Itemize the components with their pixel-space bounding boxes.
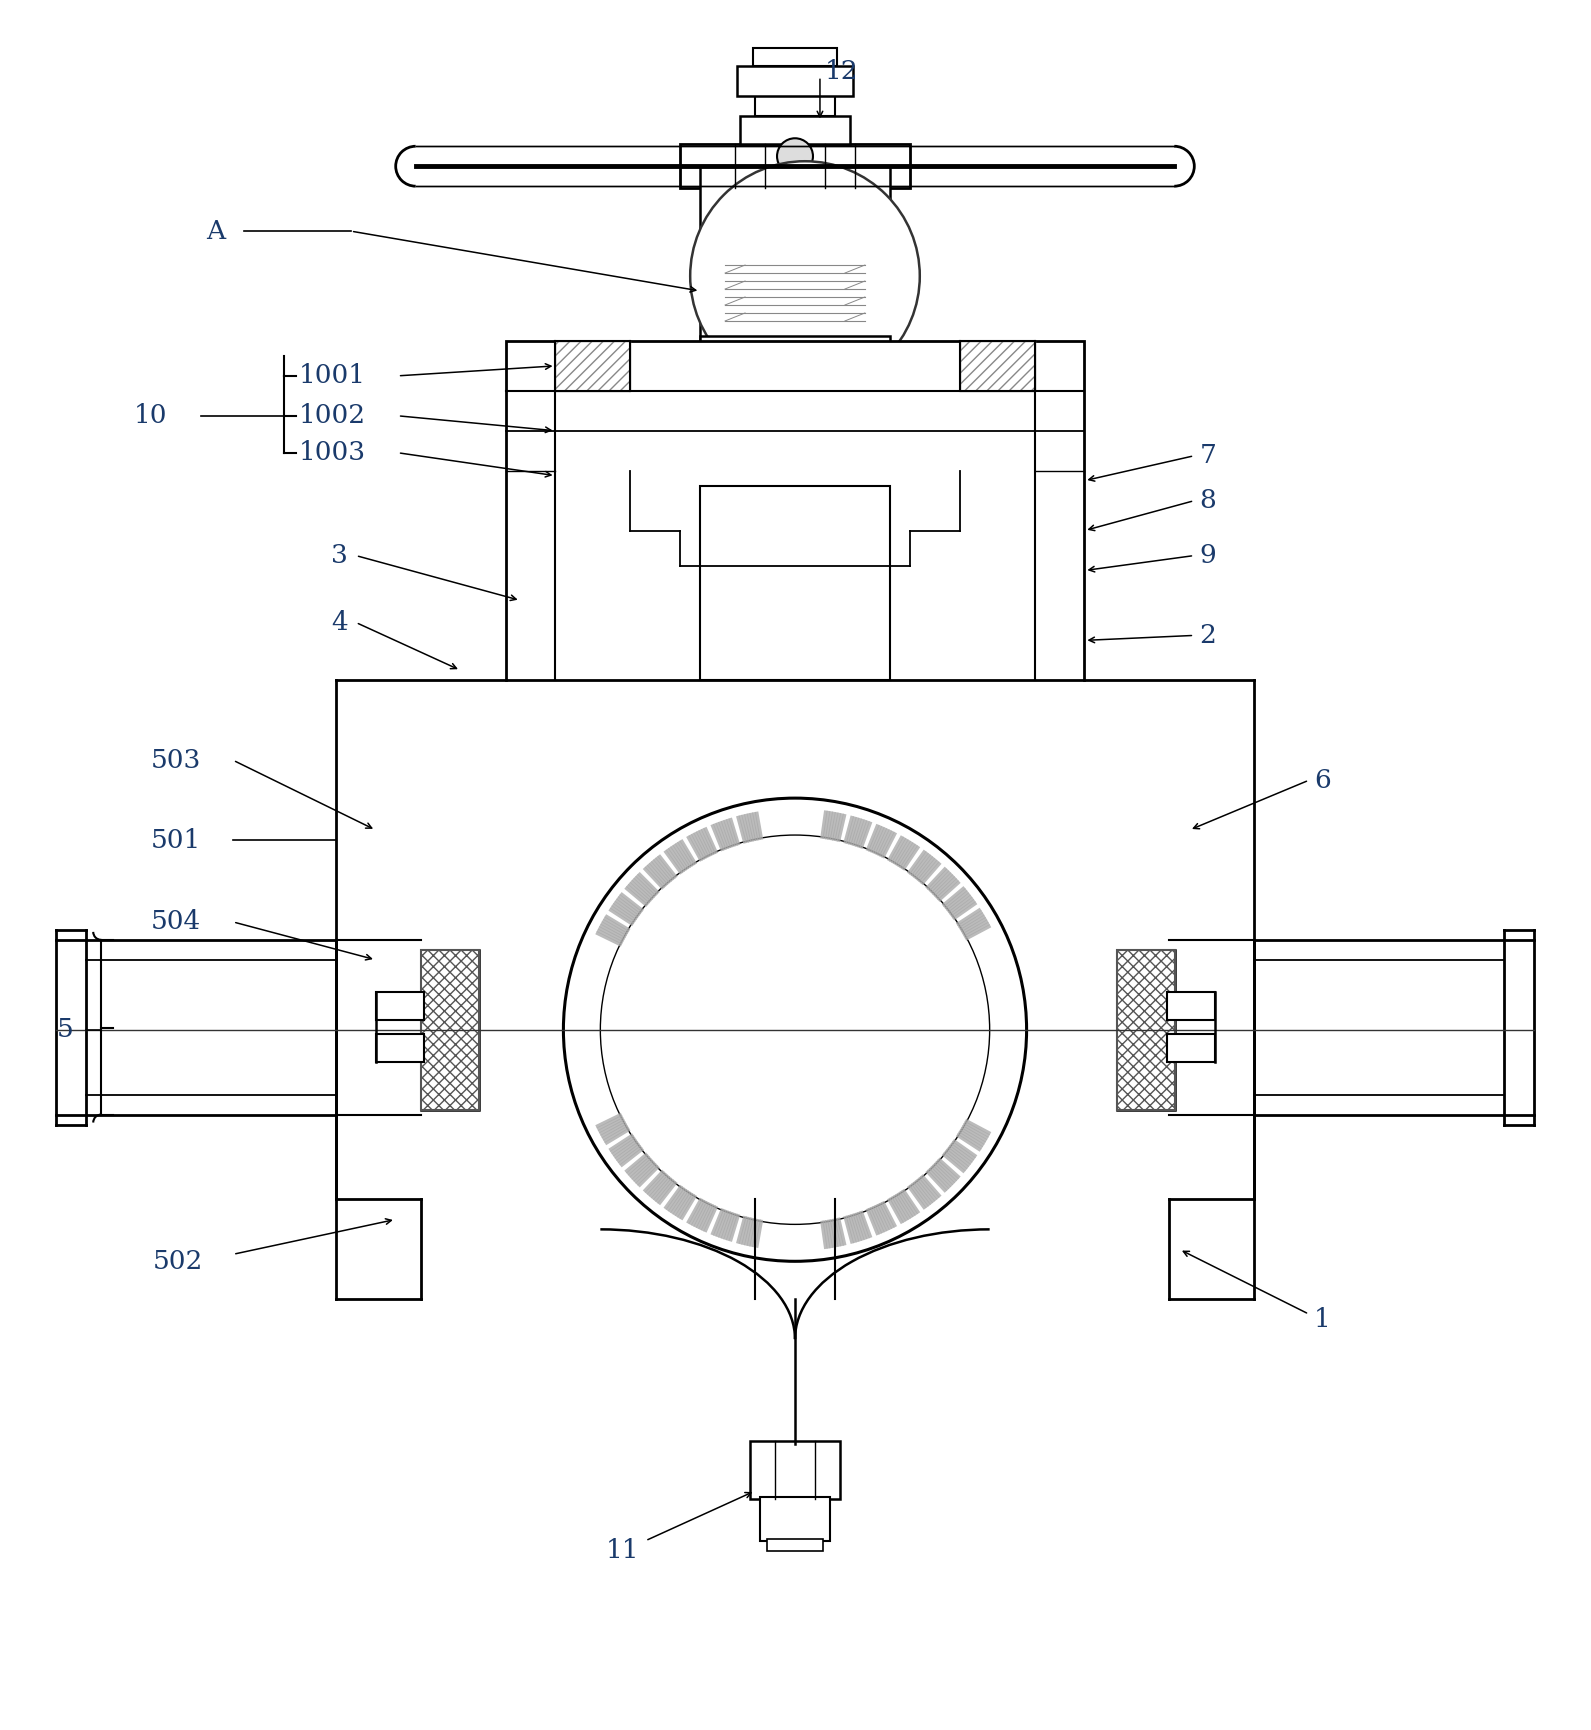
Bar [420,950,479,1109]
Bar [420,950,479,1109]
Text: 11: 11 [605,1538,640,1564]
Circle shape [638,872,953,1187]
Text: 2: 2 [1200,623,1216,649]
Text: 12: 12 [826,59,859,83]
Circle shape [600,836,990,1225]
Text: 1003: 1003 [299,439,366,465]
Bar [1117,950,1176,1109]
Bar [1168,1035,1216,1062]
Circle shape [776,138,813,175]
Text: 4: 4 [331,611,347,635]
Bar [375,1035,423,1062]
Text: 501: 501 [151,827,202,853]
Bar [1117,950,1176,1109]
Text: 1002: 1002 [299,403,366,429]
Bar [555,341,630,391]
Bar [1168,991,1216,1019]
Bar [375,991,423,1019]
Bar [740,116,850,144]
Text: 502: 502 [153,1249,204,1273]
Text: 1: 1 [1314,1306,1330,1332]
Bar [506,341,1085,680]
Bar [700,486,889,680]
Bar [753,48,837,66]
Bar [700,166,889,341]
Bar [760,1496,831,1541]
Text: 5: 5 [56,1017,73,1041]
Circle shape [563,798,1026,1261]
Text: A: A [205,218,226,244]
Bar [959,341,1034,391]
Bar [767,1538,823,1550]
Bar [756,97,835,116]
Text: 8: 8 [1200,488,1216,514]
Bar [681,144,910,189]
Text: 503: 503 [151,747,202,773]
Text: 3: 3 [331,543,348,567]
Text: 6: 6 [1314,768,1330,792]
Circle shape [690,161,920,391]
Text: 504: 504 [151,910,202,934]
Bar [737,66,853,97]
Text: 1001: 1001 [299,363,366,388]
Text: 7: 7 [1200,443,1216,469]
Bar [749,1441,840,1498]
Bar [700,336,889,491]
Text: 10: 10 [134,403,167,429]
Text: 9: 9 [1200,543,1216,567]
